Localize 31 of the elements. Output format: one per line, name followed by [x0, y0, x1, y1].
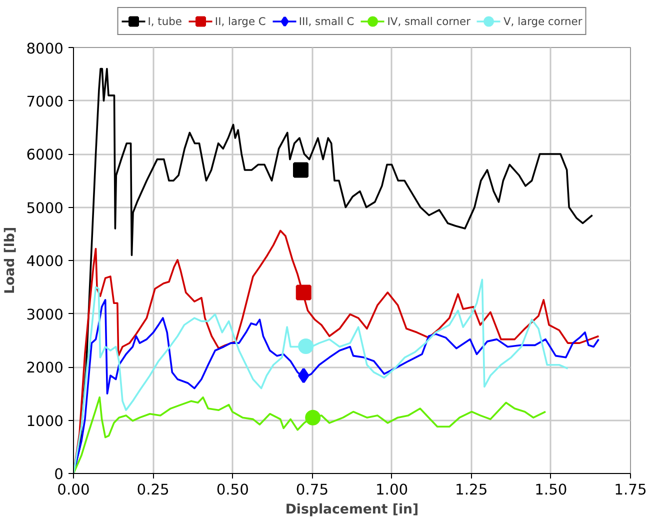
x-tick-label: 0.75 — [296, 482, 329, 498]
x-tick-label: 0.00 — [57, 482, 90, 498]
x-tick-label: 0.25 — [136, 482, 170, 498]
y-tick-label: 5000 — [26, 200, 64, 217]
y-axis-title: Load [lb] — [3, 226, 18, 294]
point — [298, 338, 314, 354]
point — [296, 284, 312, 300]
point — [305, 410, 321, 426]
legend-label: II, large C — [214, 14, 266, 28]
point — [293, 162, 309, 178]
y-tick-label: 8000 — [26, 40, 64, 58]
x-tick-label: 0.50 — [216, 482, 249, 498]
x-tick-label: 1.75 — [614, 482, 647, 498]
y-tick-label: 7000 — [26, 93, 64, 110]
y-tick-label: 1000 — [26, 412, 64, 430]
legend-label: I, tube — [148, 14, 182, 28]
y-tick-label: 0 — [54, 466, 64, 483]
y-tick-label: 4000 — [26, 253, 64, 270]
y-tick-label: 6000 — [26, 146, 64, 164]
x-axis-title: Displacement [in] — [285, 502, 419, 518]
x-tick-label: 1.50 — [534, 482, 568, 498]
x-tick-label: 1.00 — [375, 482, 408, 498]
x-tick-label: 1.25 — [455, 482, 488, 498]
legend-label: V, large corner — [504, 14, 582, 28]
line-series — [74, 396, 546, 474]
legend-label: III, small C — [298, 14, 354, 28]
point — [298, 368, 310, 384]
y-tick-label: 3000 — [26, 306, 64, 324]
legend-label: IV, small corner — [387, 14, 471, 28]
y-tick-label: 2000 — [26, 360, 64, 376]
line-series — [74, 278, 569, 474]
